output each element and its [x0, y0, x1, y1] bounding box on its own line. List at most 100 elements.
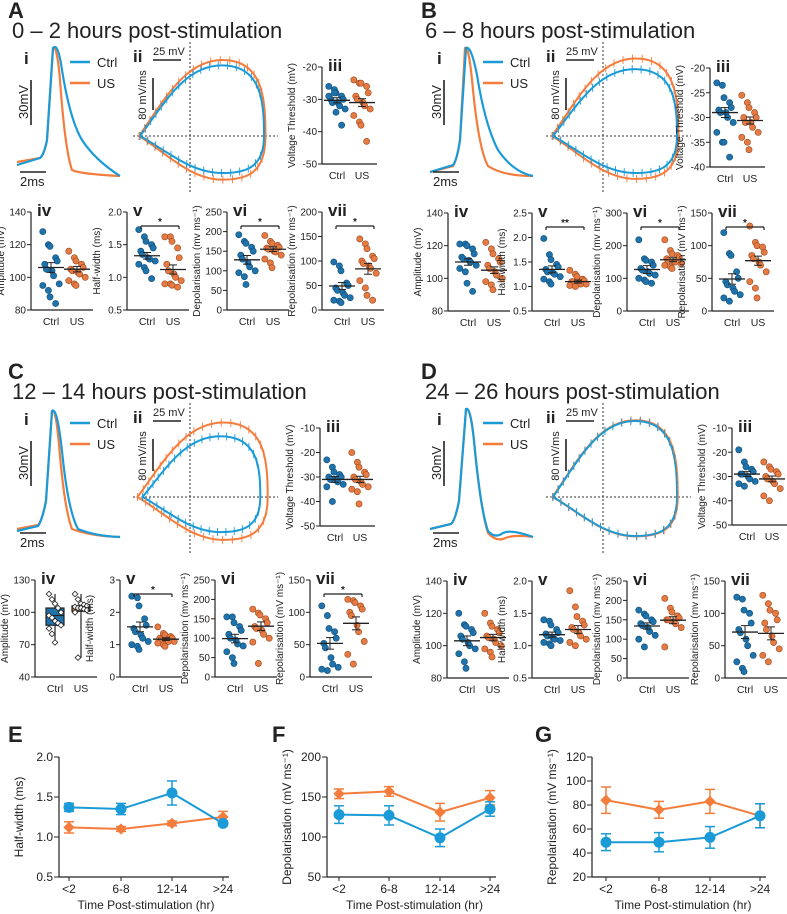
data-point-ctrl: [334, 663, 342, 671]
x-tick-label-us: US: [159, 683, 174, 695]
y-tick-label: 1.0: [108, 273, 122, 284]
data-point-us: [357, 121, 365, 129]
x-tick-label: 12-14: [695, 882, 726, 896]
data-point-us: [600, 794, 612, 806]
y-tick-label: 1: [109, 640, 115, 651]
data-point-us: [759, 651, 767, 659]
data-point-ctrl: [242, 239, 250, 247]
panel-label: vi: [233, 201, 247, 220]
y-tick-label: 2.0: [513, 577, 527, 588]
data-point-us: [482, 238, 490, 246]
panel-label: iii: [716, 57, 730, 76]
voltage-scale-label: 25 mV: [566, 407, 598, 419]
y-tick-label: 250: [205, 208, 222, 219]
significance-marker: *: [658, 218, 662, 229]
data-point-ctrl: [642, 256, 650, 264]
data-point-us: [763, 626, 770, 633]
panel-letter: G: [535, 722, 552, 747]
y-tick-label: 100: [426, 274, 443, 285]
data-point-us: [344, 650, 352, 658]
y-tick-label: -40: [301, 497, 316, 508]
data-point-us: [355, 463, 363, 471]
time-scale-label: 2ms: [20, 535, 45, 550]
x-tick-label-ctrl: Ctrl: [139, 316, 155, 328]
voltage-scale-label: 25 mV: [153, 46, 185, 58]
data-point-ctrl: [547, 621, 555, 629]
data-point-ctrl: [133, 594, 141, 602]
data-point: [74, 596, 82, 603]
legend-us-label: US: [97, 76, 115, 91]
data-point-us: [348, 449, 356, 456]
data-point-us: [566, 639, 574, 646]
y-tick-label: 0: [299, 673, 305, 684]
data-point-us: [765, 600, 772, 608]
series-line-ctrl: [68, 791, 224, 825]
significance-marker: *: [151, 585, 155, 596]
data-point-ctrl: [230, 660, 238, 667]
y-axis-label: Half-width (ms): [497, 228, 508, 295]
data-point-us: [481, 609, 489, 617]
data-point-ctrl: [318, 665, 326, 673]
ctrl-phase-loop: [140, 435, 262, 534]
data-point-ctrl: [540, 235, 548, 242]
y-tick-label: -30: [303, 95, 318, 106]
y-tick-label: 120: [566, 750, 586, 764]
panel-label: vi: [633, 202, 647, 221]
data-point-ctrl: [470, 250, 478, 258]
data-point-us: [668, 250, 676, 258]
y-tick-label: 50: [306, 281, 318, 292]
x-tick-label-ctrl: Ctrl: [227, 683, 243, 695]
data-point-us: [762, 268, 770, 276]
significance-marker: *: [341, 585, 345, 596]
data-point-us: [172, 273, 179, 281]
data-point: [83, 606, 91, 614]
x-tick-label-us: US: [74, 683, 89, 695]
data-point-us: [738, 133, 746, 141]
data-point-ctrl: [39, 228, 47, 235]
data-point-ctrl: [749, 651, 757, 659]
data-point-us: [369, 296, 376, 304]
y-axis-label: Voltage Threshold (mV): [287, 63, 298, 168]
data-point-us: [383, 785, 395, 798]
x-tick-label-us: US: [70, 316, 85, 328]
data-point-us: [668, 608, 676, 616]
scatter-plot-vii: [708, 212, 774, 312]
legend-us-label: US: [97, 437, 115, 452]
data-point-ctrl: [228, 613, 236, 621]
significance-marker: **: [561, 218, 569, 229]
y-tick-label: 50: [308, 870, 322, 884]
scatter-plot-vii: [318, 211, 384, 311]
data-point-us: [496, 258, 504, 266]
data-point-ctrl: [463, 279, 471, 287]
x-tick-label-ctrl: Ctrl: [334, 316, 350, 328]
data-point-us: [363, 83, 370, 90]
data-point-ctrl: [733, 593, 741, 601]
data-point-us: [752, 114, 760, 121]
voltage-scale-label: 25 mV: [566, 46, 598, 58]
data-point-ctrl: [704, 831, 716, 843]
ctrl-phase-loop: [138, 64, 266, 175]
data-point-us: [566, 587, 574, 595]
y-tick-label: 150: [205, 247, 222, 258]
y-tick-label: -20: [713, 448, 728, 459]
y-tick-label: 100: [9, 273, 26, 284]
data-point-ctrl: [148, 275, 155, 283]
y-tick-label: 200: [193, 595, 210, 606]
data-point-us: [497, 642, 505, 650]
y-tick-label: 150: [690, 209, 707, 220]
data-point-us: [573, 613, 581, 620]
ctrl-phase-loop: [551, 419, 679, 538]
data-point-ctrl: [383, 809, 395, 821]
data-point-us: [753, 242, 761, 250]
data-point-ctrl: [740, 606, 748, 614]
data-point-us: [174, 244, 181, 252]
ctrl-trace: [16, 409, 121, 539]
section-letter: D: [421, 359, 437, 384]
x-tick-label-us: US: [666, 317, 681, 329]
data-point-us: [349, 660, 357, 668]
y-tick-label: 50: [696, 274, 708, 285]
data-point-ctrl: [724, 281, 731, 289]
data-point-ctrl: [142, 267, 150, 275]
y-axis-label: Depolarisation (mv ms⁻¹): [192, 205, 203, 316]
data-point-ctrl: [325, 625, 333, 632]
